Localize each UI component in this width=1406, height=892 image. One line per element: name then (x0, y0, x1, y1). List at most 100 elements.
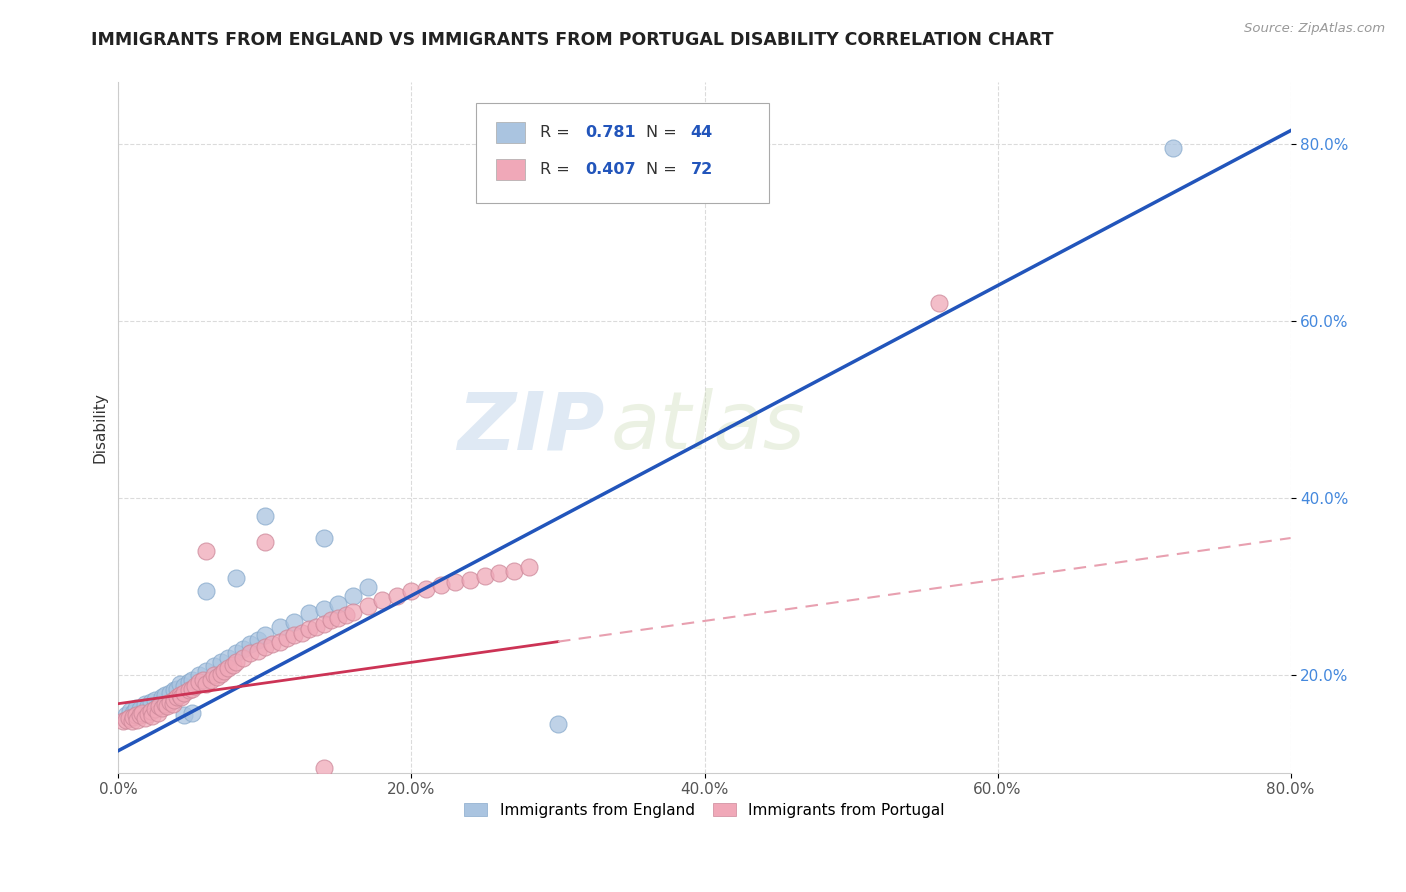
Point (177, 683, 200, 698)
Point (180, 681, 202, 696)
Point (152, 690, 174, 705)
Point (146, 706, 169, 720)
Point (159, 686, 181, 700)
Point (141, 709, 163, 723)
Point (209, 655, 232, 669)
Point (148, 697, 170, 711)
Point (195, 664, 218, 678)
Text: N =: N = (645, 125, 682, 140)
Point (291, 625, 314, 640)
Point (122, 710, 145, 724)
Point (298, 622, 321, 636)
Point (156, 699, 179, 714)
Point (217, 661, 239, 675)
Point (319, 614, 342, 628)
Point (415, 582, 437, 596)
Point (163, 683, 186, 698)
Point (371, 593, 394, 607)
Point (474, 569, 496, 583)
Point (195, 544, 218, 558)
Text: IMMIGRANTS FROM ENGLAND VS IMMIGRANTS FROM PORTUGAL DISABILITY CORRELATION CHART: IMMIGRANTS FROM ENGLAND VS IMMIGRANTS FR… (91, 31, 1055, 49)
Point (246, 643, 269, 657)
Point (134, 697, 156, 711)
Point (188, 668, 211, 682)
Point (246, 632, 269, 647)
Y-axis label: Disability: Disability (93, 392, 107, 463)
Point (262, 637, 284, 651)
Point (121, 714, 143, 729)
Point (269, 634, 291, 648)
Point (195, 677, 218, 691)
Point (131, 706, 153, 720)
Point (488, 566, 510, 581)
Text: 0.781: 0.781 (585, 125, 636, 140)
Point (253, 640, 276, 654)
Point (401, 584, 423, 599)
Text: 0.407: 0.407 (585, 162, 636, 178)
Point (239, 646, 262, 660)
FancyBboxPatch shape (477, 103, 769, 202)
Point (180, 706, 202, 720)
Point (136, 707, 159, 722)
Text: Source: ZipAtlas.com: Source: ZipAtlas.com (1244, 22, 1385, 36)
Point (139, 704, 162, 718)
Point (139, 695, 162, 709)
Text: 44: 44 (690, 125, 713, 140)
Point (122, 706, 145, 720)
Point (134, 711, 156, 725)
Point (342, 605, 364, 619)
Point (166, 681, 188, 696)
Point (125, 708, 148, 723)
Point (253, 535, 276, 549)
Point (269, 619, 291, 633)
Point (225, 655, 247, 669)
Text: R =: R = (540, 125, 575, 140)
Point (276, 631, 298, 645)
Point (239, 637, 262, 651)
Point (283, 615, 305, 630)
Point (205, 670, 228, 684)
Point (209, 666, 232, 681)
Point (129, 708, 152, 723)
Point (125, 701, 148, 715)
Point (180, 673, 202, 687)
Text: 72: 72 (690, 162, 713, 178)
Point (129, 702, 152, 716)
Point (169, 688, 191, 702)
Point (430, 578, 453, 592)
Bar (496, 160, 526, 180)
Point (200, 673, 222, 687)
Point (127, 713, 149, 727)
Point (212, 664, 235, 678)
Point (312, 531, 335, 545)
Point (195, 584, 218, 599)
Point (356, 580, 378, 594)
Point (159, 695, 181, 709)
Point (162, 697, 184, 711)
Point (177, 675, 200, 690)
Point (217, 650, 239, 665)
Point (312, 761, 335, 775)
Point (188, 675, 211, 690)
Bar (496, 122, 526, 143)
Point (298, 607, 321, 621)
Point (385, 589, 408, 603)
Point (458, 573, 481, 587)
Text: N =: N = (645, 162, 682, 178)
Point (170, 690, 193, 705)
Point (136, 699, 159, 714)
Point (503, 564, 526, 578)
Point (118, 711, 141, 725)
Point (225, 571, 247, 585)
Point (183, 679, 205, 693)
Point (114, 713, 136, 727)
Legend: Immigrants from England, Immigrants from Portugal: Immigrants from England, Immigrants from… (458, 797, 950, 824)
Point (173, 708, 195, 723)
Point (225, 646, 247, 660)
Point (152, 701, 174, 715)
Point (312, 616, 335, 631)
Point (114, 708, 136, 723)
Text: R =: R = (540, 162, 575, 178)
Point (166, 690, 188, 705)
Point (253, 508, 276, 523)
